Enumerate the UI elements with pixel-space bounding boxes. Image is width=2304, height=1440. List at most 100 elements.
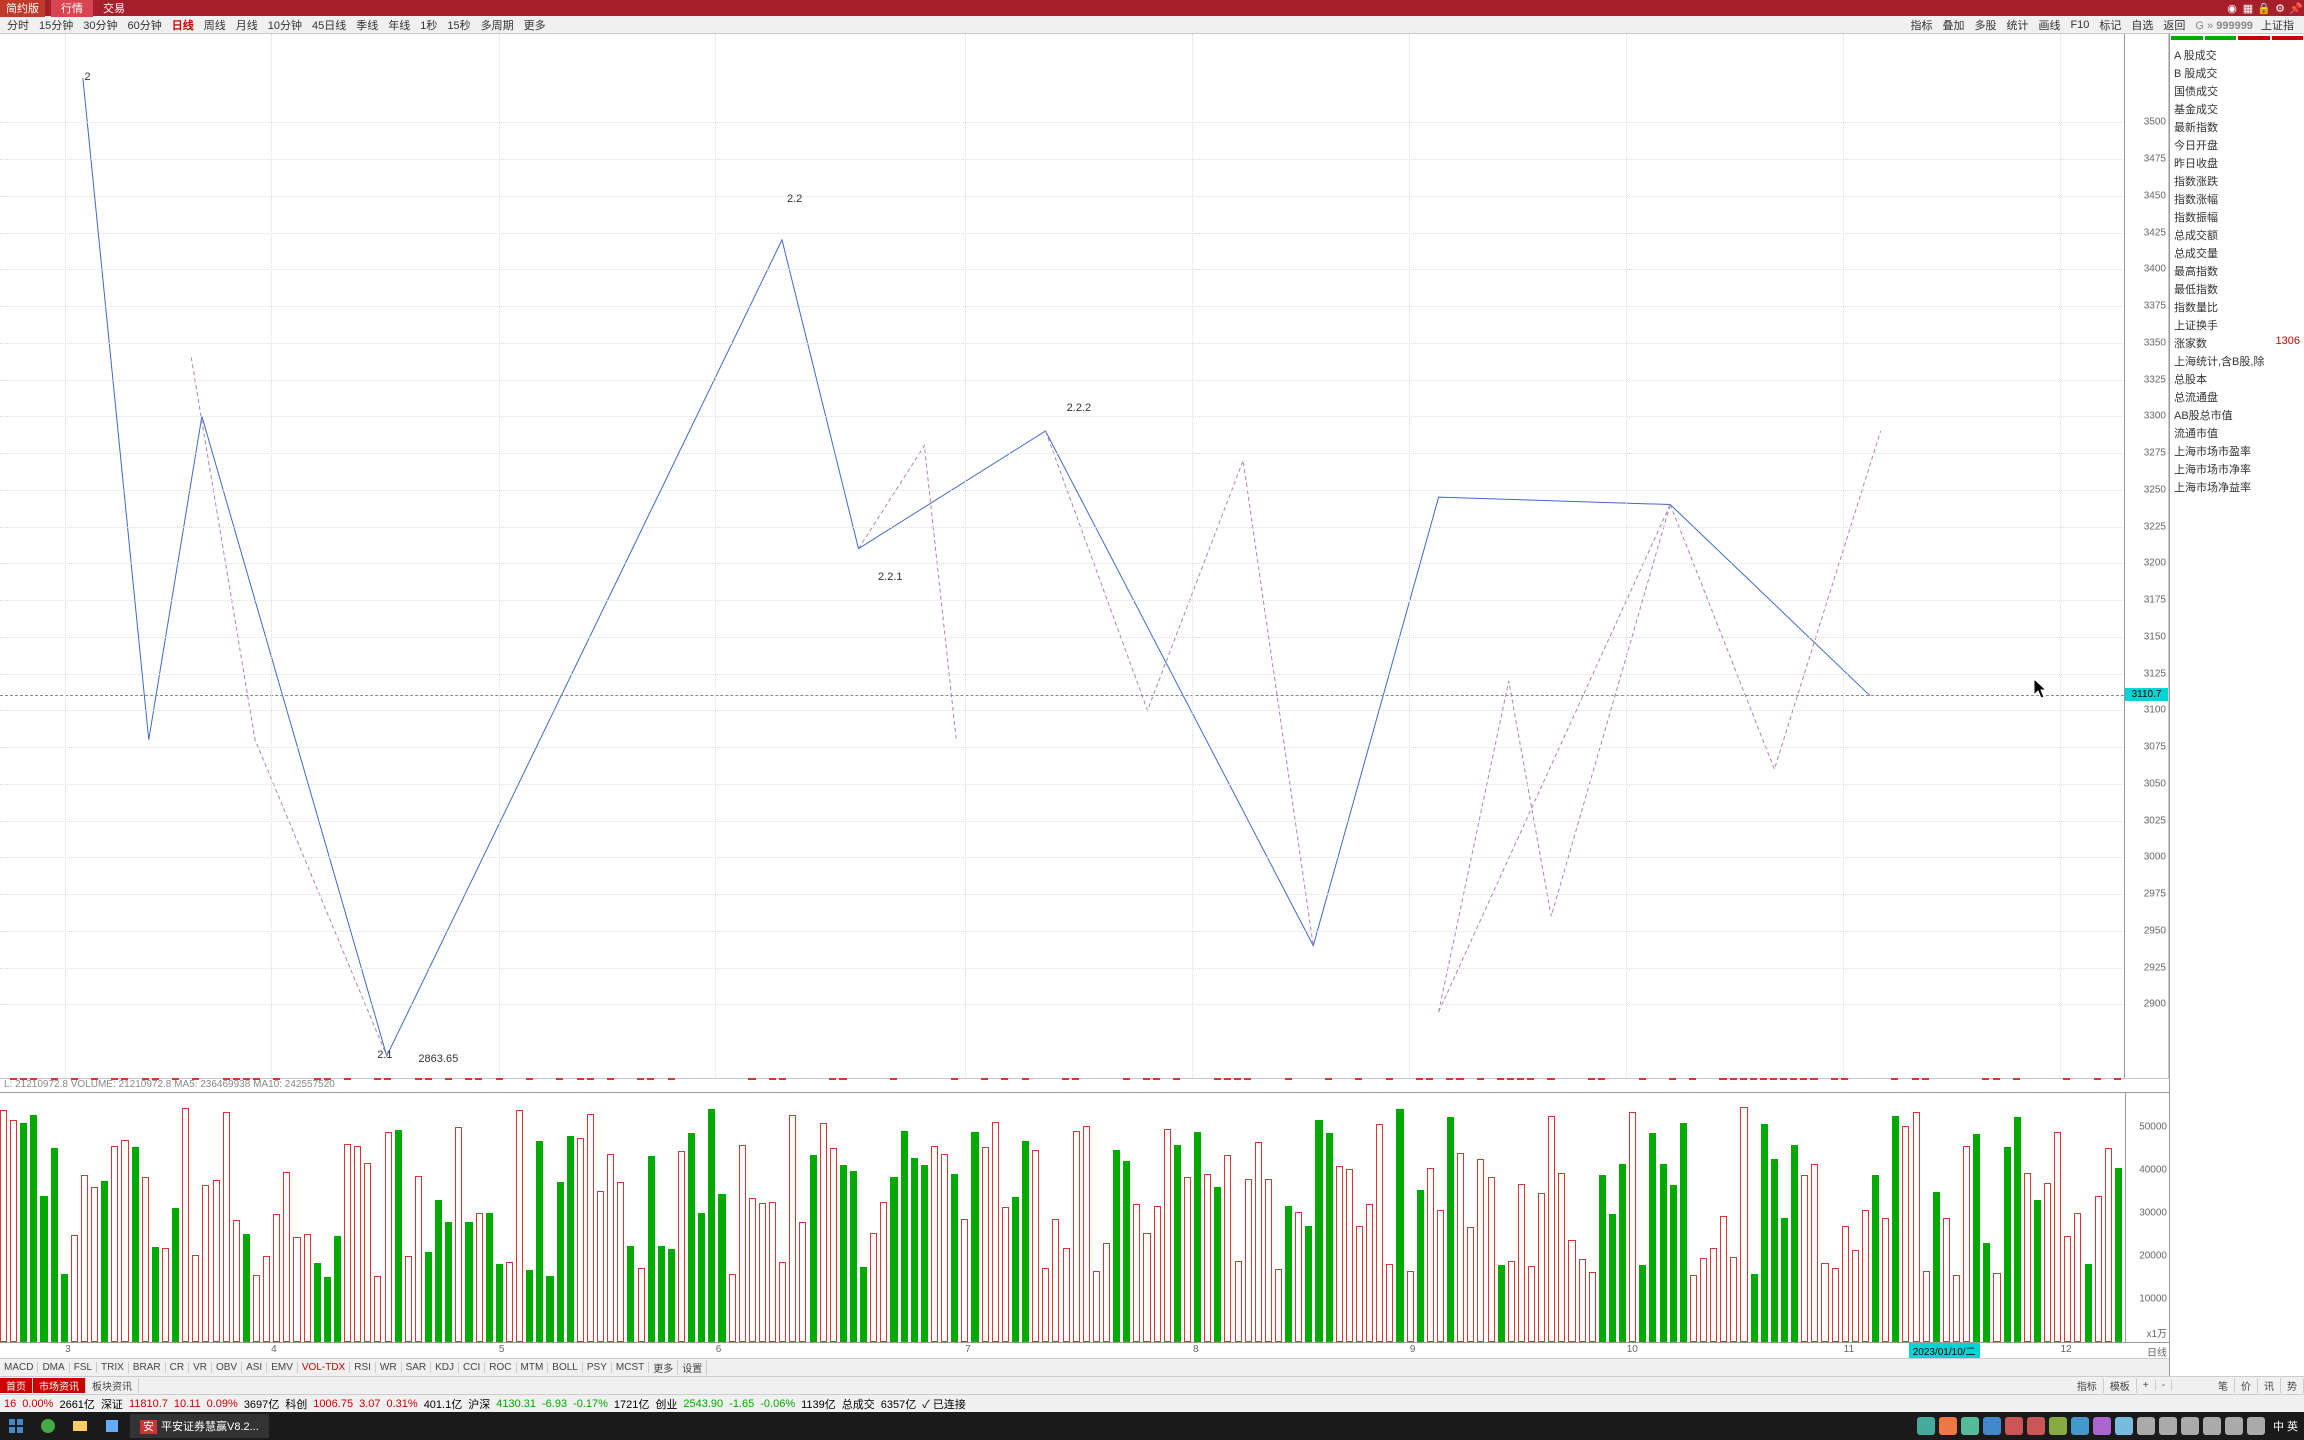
pin-icon[interactable]: 📌 (2288, 2, 2304, 15)
tray-icon[interactable] (1961, 1417, 1979, 1435)
version-selector[interactable]: 简约版 (0, 0, 45, 17)
indicator-wr[interactable]: WR (376, 1362, 402, 1373)
tab-market-news[interactable]: 市场资讯 (33, 1378, 86, 1393)
tf-tick[interactable]: 分时 (2, 17, 34, 33)
indicator-boll[interactable]: BOLL (548, 1362, 583, 1373)
tray-icon[interactable] (2049, 1417, 2067, 1435)
indicator-macd[interactable]: MACD (0, 1362, 38, 1373)
tray-icon[interactable] (1939, 1417, 1957, 1435)
volume-bar (769, 1202, 776, 1342)
start-button[interactable] (0, 1412, 32, 1440)
tf-45d[interactable]: 45日线 (307, 17, 351, 33)
indicator-roc[interactable]: ROC (485, 1362, 516, 1373)
gear-icon[interactable]: ⚙ (2272, 2, 2288, 15)
tray-icon[interactable] (1983, 1417, 2001, 1435)
btn-template[interactable]: 模板 (2104, 1378, 2137, 1393)
btn-price[interactable]: 价 (2235, 1378, 2258, 1393)
volume-chart[interactable]: 5000040000300002000010000x1万 (0, 1092, 2169, 1342)
tf-multi[interactable]: 多周期 (476, 17, 519, 33)
tf-15m[interactable]: 15分钟 (34, 17, 78, 33)
browser-icon[interactable] (32, 1412, 64, 1440)
indicator-fsl[interactable]: FSL (70, 1362, 97, 1373)
tab-trade[interactable]: 交易 (93, 0, 135, 17)
tray-icon[interactable] (2203, 1417, 2221, 1435)
indicator-kdj[interactable]: KDJ (431, 1362, 459, 1373)
tf-10m[interactable]: 10分钟 (263, 17, 307, 33)
indicator-更多[interactable]: 更多 (649, 1360, 678, 1375)
btn-indicator[interactable]: 指标 (1905, 17, 1937, 33)
tf-60m[interactable]: 60分钟 (123, 17, 167, 33)
tab-sector-news[interactable]: 板块资讯 (86, 1378, 139, 1393)
app-icon[interactable]: ▦ (2240, 2, 2256, 15)
btn-back[interactable]: 返回 (2158, 17, 2190, 33)
btn-fav[interactable]: 自选 (2126, 17, 2158, 33)
btn-draw[interactable]: 画线 (2033, 17, 2065, 33)
tf-weekly[interactable]: 周线 (199, 17, 231, 33)
ime-indicator[interactable]: 中 英 (2273, 1418, 2298, 1434)
tf-daily[interactable]: 日线 (167, 17, 199, 33)
price-chart[interactable]: 3500347534503425340033753350332533003275… (0, 34, 2169, 1078)
indicator-vol-tdx[interactable]: VOL-TDX (298, 1362, 350, 1373)
btn-plus[interactable]: + (2137, 1380, 2156, 1391)
tray-icon[interactable] (2181, 1417, 2199, 1435)
indicator-emv[interactable]: EMV (267, 1362, 298, 1373)
tab-quotes[interactable]: 行情 (51, 0, 93, 17)
lock-icon[interactable]: 🔒 (2256, 2, 2272, 15)
btn-mark[interactable]: 标记 (2094, 17, 2126, 33)
tray-icon[interactable] (2247, 1417, 2265, 1435)
btn-trend[interactable]: 势 (2281, 1378, 2304, 1393)
tf-year[interactable]: 年线 (383, 17, 415, 33)
tray-icon[interactable] (2071, 1417, 2089, 1435)
volume-bar (1032, 1150, 1039, 1342)
user-icon[interactable]: ◉ (2224, 2, 2240, 15)
btn-news[interactable]: 讯 (2258, 1378, 2281, 1393)
tray-icon[interactable] (2159, 1417, 2177, 1435)
tray-icon[interactable] (2005, 1417, 2023, 1435)
tab-home[interactable]: 首页 (0, 1378, 33, 1393)
indicator-trix[interactable]: TRIX (97, 1362, 129, 1373)
indicator-brar[interactable]: BRAR (129, 1362, 166, 1373)
btn-minus[interactable]: - (2156, 1380, 2172, 1391)
btn-pen[interactable]: 笔 (2212, 1378, 2235, 1393)
indicator-psy[interactable]: PSY (583, 1362, 612, 1373)
tray-icon[interactable] (2093, 1417, 2111, 1435)
tray-icon[interactable] (1917, 1417, 1935, 1435)
indicator-sar[interactable]: SAR (402, 1362, 432, 1373)
volume-bar (1012, 1197, 1019, 1342)
explorer-icon[interactable] (64, 1412, 96, 1440)
indicator-mcst[interactable]: MCST (612, 1362, 649, 1373)
tf-15s[interactable]: 15秒 (442, 17, 475, 33)
indicator-rsi[interactable]: RSI (350, 1362, 376, 1373)
btn-multistock[interactable]: 多股 (1969, 17, 2001, 33)
tf-quarter[interactable]: 季线 (351, 17, 383, 33)
app-icon-2[interactable] (96, 1412, 128, 1440)
tf-monthly[interactable]: 月线 (231, 17, 263, 33)
volume-bar (799, 1222, 806, 1342)
taskbar-app[interactable]: 安平安证券慧赢V8.2... (130, 1414, 269, 1438)
indicator-cr[interactable]: CR (166, 1362, 189, 1373)
indicator-asi[interactable]: ASI (242, 1362, 267, 1373)
status-item: 深证 (101, 1396, 123, 1412)
tray-icon[interactable] (2027, 1417, 2045, 1435)
system-tray[interactable]: 中 英 (1915, 1417, 2304, 1435)
indicator-设置[interactable]: 设置 (678, 1360, 707, 1375)
tray-icon[interactable] (2137, 1417, 2155, 1435)
btn-stats[interactable]: 统计 (2001, 17, 2033, 33)
tray-icon[interactable] (2225, 1417, 2243, 1435)
btn-f10[interactable]: F10 (2065, 19, 2094, 31)
tf-30m[interactable]: 30分钟 (78, 17, 122, 33)
tf-more[interactable]: 更多 (519, 17, 551, 33)
btn-ind2[interactable]: 指标 (2071, 1378, 2104, 1393)
volume-bar (1477, 1159, 1484, 1342)
btn-overlay[interactable]: 叠加 (1937, 17, 1969, 33)
tf-1s[interactable]: 1秒 (415, 17, 442, 33)
tray-icon[interactable] (2115, 1417, 2133, 1435)
indicator-mtm[interactable]: MTM (517, 1362, 549, 1373)
sidebar-row: 总成交额 (2170, 226, 2304, 244)
volume-bar (1255, 1142, 1262, 1342)
indicator-cci[interactable]: CCI (459, 1362, 485, 1373)
indicator-vr[interactable]: VR (189, 1362, 212, 1373)
indicator-dma[interactable]: DMA (38, 1362, 69, 1373)
volume-bar (810, 1155, 817, 1342)
indicator-obv[interactable]: OBV (212, 1362, 242, 1373)
